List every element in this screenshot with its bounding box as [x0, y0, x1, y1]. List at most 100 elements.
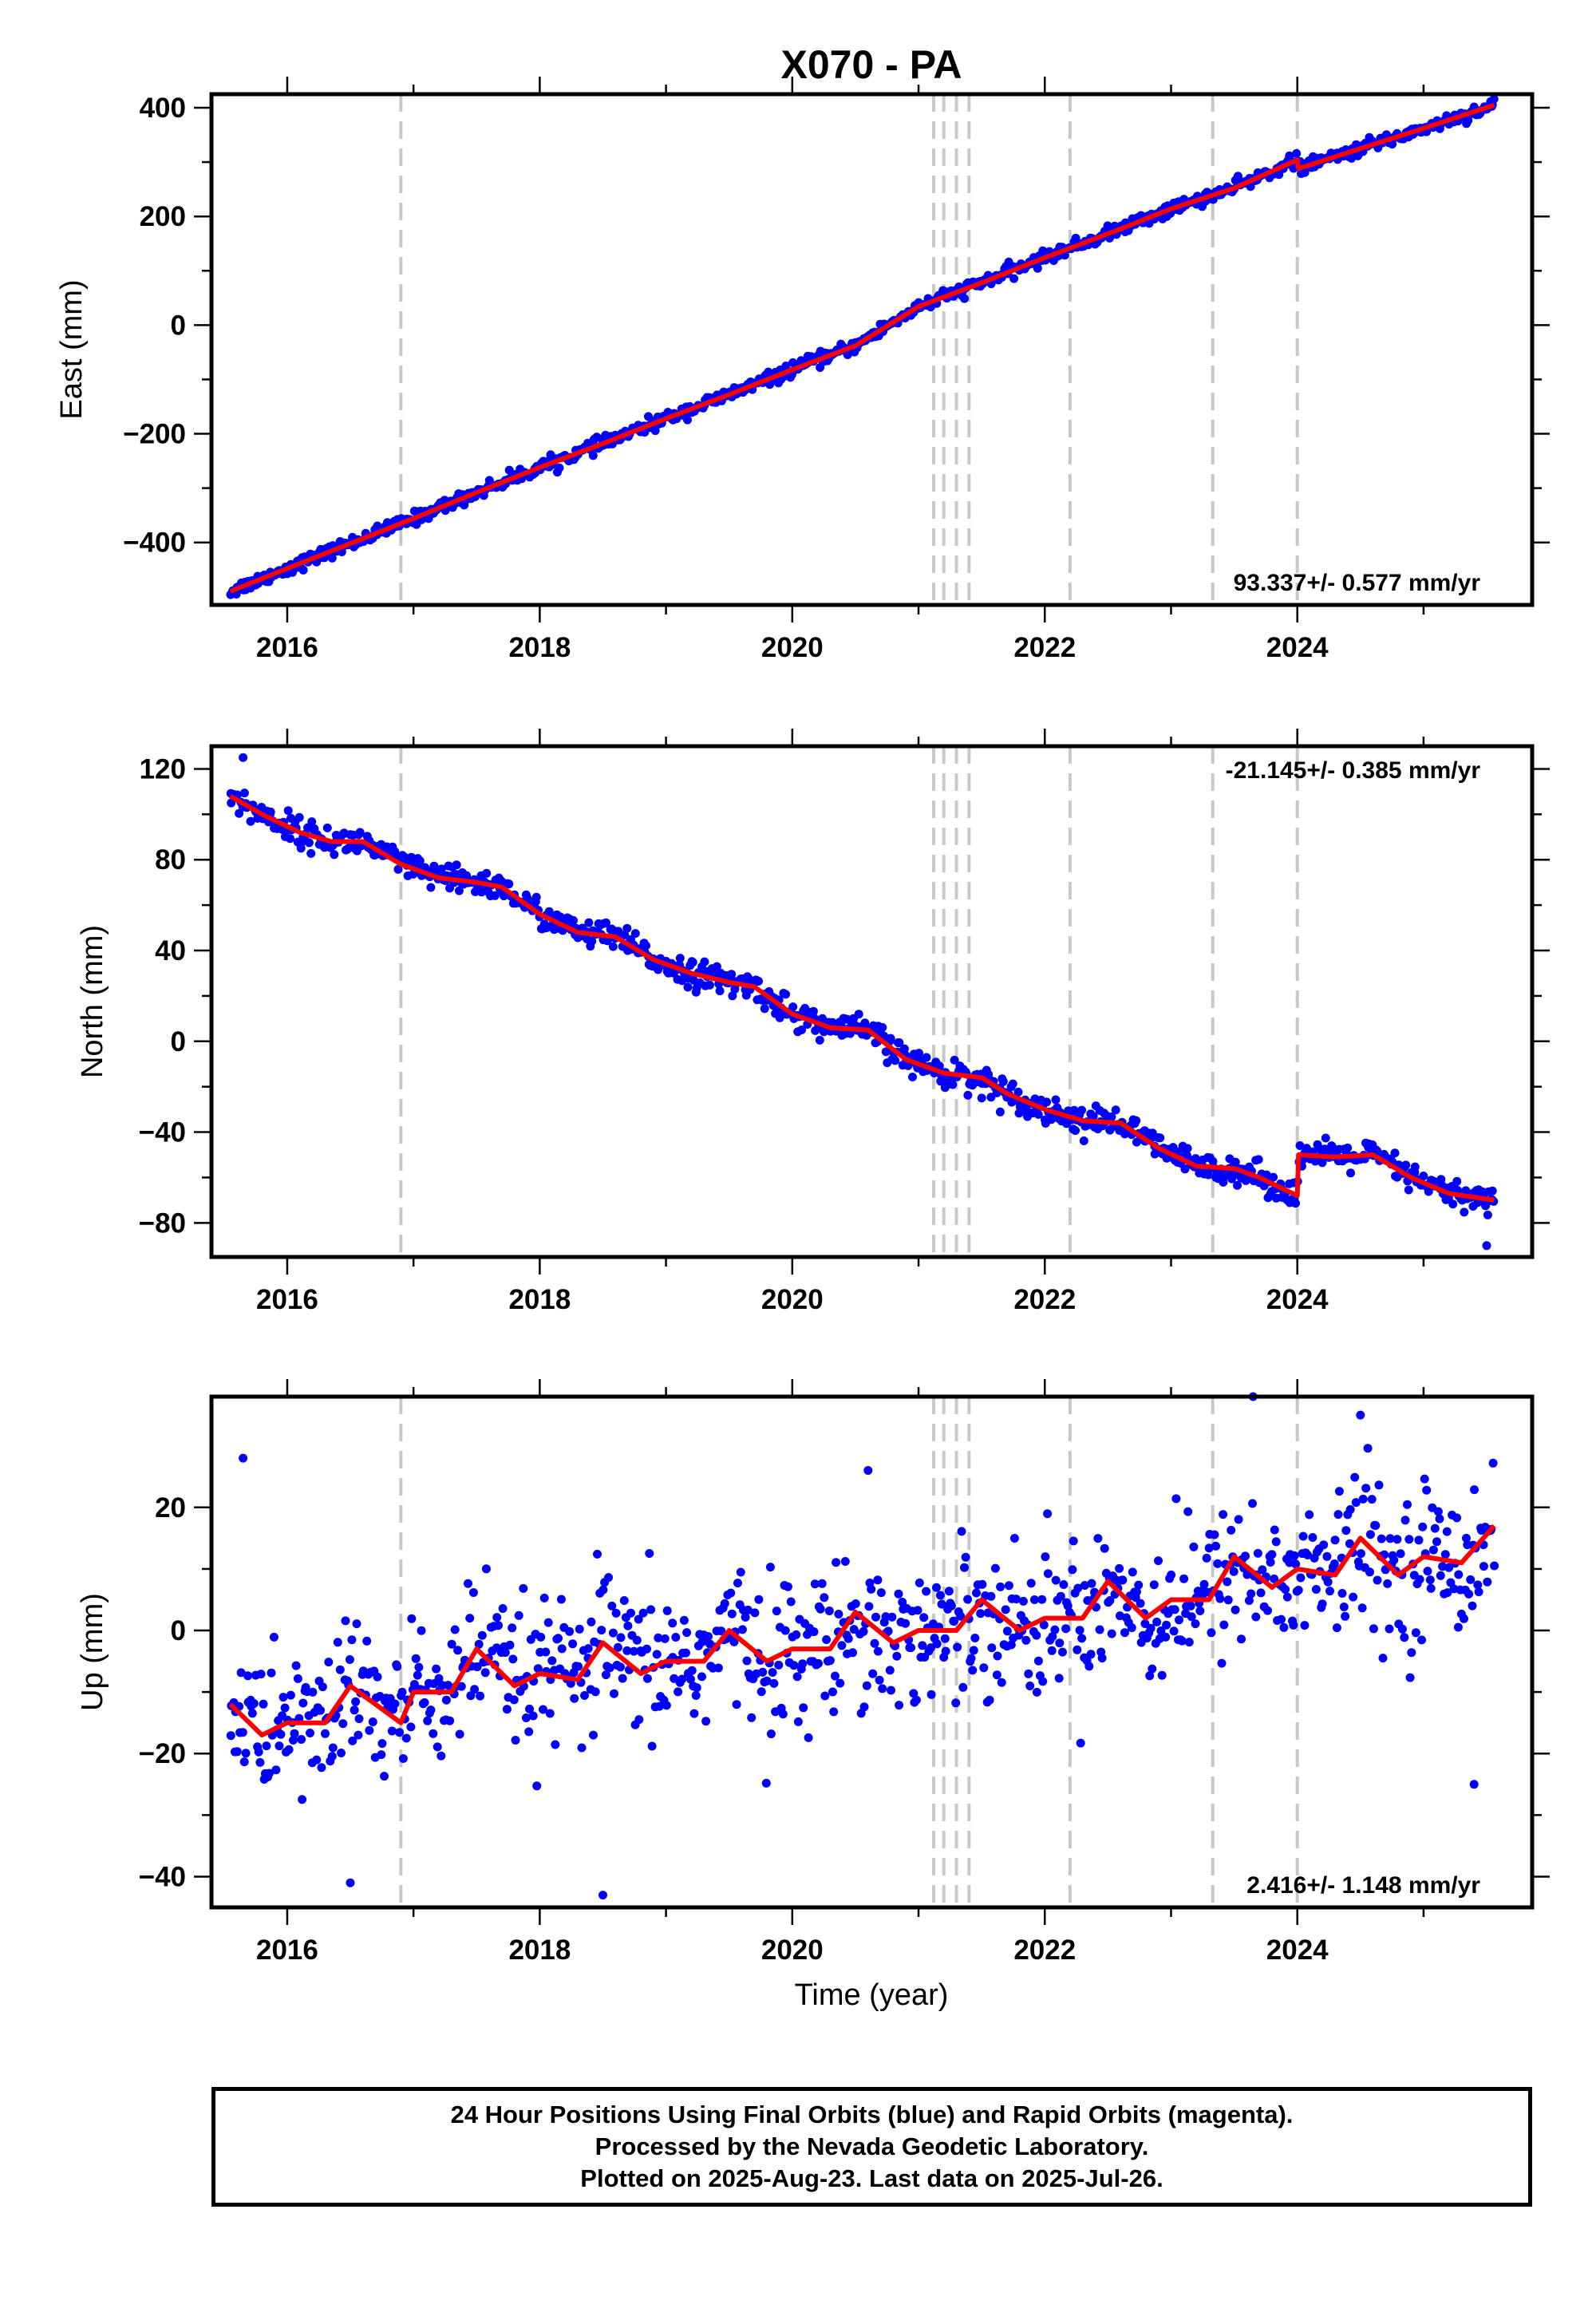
up-point [616, 1633, 626, 1642]
north-point [1231, 1157, 1240, 1167]
up-point [536, 1632, 546, 1642]
up-rate-label: 2.416+/- 1.148 mm/yr [1246, 1872, 1480, 1899]
up-point [337, 1749, 346, 1757]
up-point [1210, 1530, 1219, 1539]
north-point [1203, 1170, 1213, 1180]
north-point [1208, 1156, 1218, 1166]
up-point [810, 1579, 820, 1589]
up-point [1146, 1623, 1156, 1633]
up-point [1055, 1638, 1065, 1648]
north-point [705, 980, 714, 990]
up-point [390, 1699, 400, 1709]
east-panel: 2016 2018 2020 2022 2024 −400 −200 0 200 400 East … [55, 77, 1550, 663]
up-point [433, 1742, 442, 1752]
up-point [798, 1659, 808, 1669]
up-point [1296, 1573, 1306, 1583]
up-point [441, 1695, 451, 1705]
north-point [1046, 1115, 1056, 1124]
north-rate-label: -21.145+/- 0.385 mm/yr [1226, 757, 1481, 784]
up-point [1004, 1581, 1013, 1591]
east-point [504, 465, 514, 475]
up-point [338, 1719, 348, 1729]
up-point [1120, 1628, 1129, 1638]
up-point [406, 1722, 416, 1732]
up-point [466, 1691, 476, 1701]
up-point [494, 1621, 503, 1630]
up-point [1217, 1658, 1227, 1668]
up-point [1322, 1551, 1332, 1561]
up-point [547, 1656, 557, 1666]
up-point [1282, 1592, 1292, 1602]
up-point [1400, 1633, 1409, 1642]
up-point [733, 1579, 742, 1588]
up-point [554, 1634, 563, 1643]
up-point [1298, 1531, 1308, 1541]
up-point [1311, 1585, 1321, 1594]
up-point [654, 1701, 664, 1711]
up-point [766, 1729, 776, 1739]
up-point [255, 1757, 265, 1767]
up-point [820, 1691, 830, 1701]
up-point [645, 1549, 654, 1558]
up-point [966, 1654, 976, 1663]
north-point [1269, 1172, 1278, 1182]
up-point [1404, 1535, 1414, 1544]
north-x-tick-label: 2024 [1266, 1284, 1329, 1315]
up-point [668, 1618, 678, 1628]
east-x-tick-label: 2024 [1266, 632, 1329, 663]
up-point [1219, 1620, 1229, 1630]
north-point [504, 879, 514, 889]
up-point [1333, 1510, 1343, 1520]
up-point [514, 1611, 523, 1620]
up-point [762, 1676, 772, 1686]
up-point [455, 1729, 464, 1739]
up-point [932, 1583, 941, 1592]
east-point [298, 565, 308, 575]
up-point [1397, 1624, 1407, 1634]
north-point [294, 812, 304, 822]
north-outlier-point [1482, 1241, 1491, 1251]
up-point [1231, 1605, 1240, 1614]
up-point [1303, 1551, 1313, 1559]
up-point [870, 1638, 879, 1648]
up-point [241, 1749, 251, 1758]
up-point [608, 1628, 618, 1638]
up-point [817, 1579, 827, 1588]
up-point [743, 1605, 753, 1614]
up-point [328, 1743, 338, 1753]
up-point [316, 1705, 325, 1715]
up-point [1329, 1559, 1339, 1568]
up-point [232, 1747, 242, 1757]
up-point [1383, 1579, 1393, 1588]
up-point [362, 1636, 372, 1646]
up-point [1056, 1591, 1065, 1601]
up-point [875, 1675, 884, 1685]
north-point [788, 1002, 798, 1012]
east-point [555, 463, 564, 472]
up-point [1100, 1543, 1109, 1553]
up-point [729, 1637, 739, 1646]
up-point [834, 1610, 843, 1618]
up-point [887, 1612, 897, 1622]
up-point [1460, 1614, 1468, 1623]
up-point [654, 1633, 663, 1642]
up-point [1093, 1534, 1103, 1543]
up-point [1043, 1509, 1053, 1519]
up-outlier-point [598, 1891, 607, 1900]
up-point [1270, 1574, 1279, 1583]
up-point [1204, 1543, 1214, 1553]
up-point [926, 1690, 936, 1699]
up-point [961, 1552, 970, 1562]
up-point [1371, 1521, 1381, 1530]
up-point [1227, 1525, 1236, 1535]
up-point [1389, 1555, 1399, 1565]
north-point [675, 954, 685, 963]
east-point [1464, 116, 1473, 125]
up-point [859, 1626, 868, 1636]
east-frame [209, 92, 1535, 607]
north-x-tick-label: 2022 [1013, 1284, 1076, 1315]
up-point [437, 1751, 446, 1761]
up-point [822, 1635, 832, 1644]
up-point [969, 1646, 978, 1655]
up-point [632, 1635, 642, 1645]
